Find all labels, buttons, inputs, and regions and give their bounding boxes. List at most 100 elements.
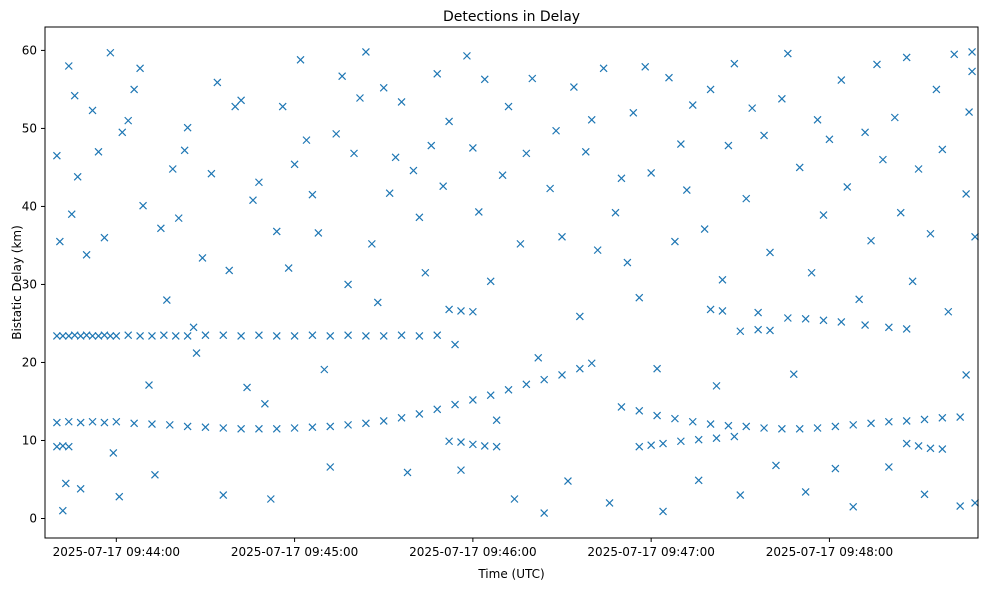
detection-point [165,420,174,429]
detection-point [908,277,917,286]
detection-point [219,331,228,340]
detection-point [914,165,923,173]
detection-point [801,488,810,496]
detection-point [344,420,353,429]
detection-point [192,349,201,358]
detection-point [58,332,67,340]
detection-point [136,332,145,340]
detection-point [510,495,519,503]
detection-point [52,332,61,340]
detection-point [100,233,109,242]
detection-point [498,171,507,180]
detection-point [124,116,133,125]
detection-point [168,165,177,173]
detection-point [730,59,739,68]
detection-point [171,332,180,340]
detection-point [88,332,97,340]
detection-point [180,146,189,155]
detection-point [183,422,192,431]
detection-point [938,445,947,453]
detection-point [813,424,822,432]
detection-point [971,232,979,241]
detection-point [486,277,495,286]
detection-point [760,131,768,140]
detection-point [55,237,64,246]
detection-point [397,413,406,422]
detection-point [486,391,495,400]
detection-point [237,332,246,340]
detection-point [546,184,555,193]
detection-point [156,224,165,233]
y-tick-label: 40 [22,199,37,213]
detection-point [766,248,774,257]
detection-point [736,327,745,336]
detection-point [70,91,79,100]
detection-point [653,411,662,420]
detection-point [183,332,192,340]
y-tick-label: 20 [22,355,37,369]
detection-point [754,308,763,317]
detection-point [302,136,311,145]
detection-point [73,172,82,181]
detection-point [861,321,870,329]
detection-point [338,72,347,81]
detection-point [350,149,358,158]
detection-point [569,83,578,91]
detection-point [724,421,733,430]
detection-point [76,418,85,427]
detection-point [884,323,893,332]
detection-point [777,94,786,103]
detection-point [593,246,602,255]
detection-point [825,135,834,144]
detection-point [468,440,477,449]
y-tick-label: 30 [22,277,37,291]
detection-point [367,239,376,248]
detection-point [451,340,459,349]
detection-point [896,208,905,217]
detection-point [403,468,412,477]
detection-point [427,141,436,150]
x-tick-label: 2025-07-17 09:47:00 [587,545,714,559]
detection-point [415,332,424,340]
detection-point [492,442,501,451]
detection-point [647,168,656,177]
detection-point [421,268,430,277]
detection-point [231,102,240,111]
detection-point [145,381,153,390]
detection-point [112,417,121,426]
detection-point [451,400,459,409]
detection-point [522,149,531,158]
detection-point [528,74,537,83]
detection-point [100,418,109,427]
detection-point [415,213,424,222]
detection-point [468,143,477,152]
detection-point [255,178,263,187]
detection-point [807,268,816,277]
detection-point [480,75,489,84]
detection-point [151,470,159,479]
detection-point [344,280,353,289]
detection-point [504,102,513,111]
detection-point [890,113,899,122]
detection-point [813,115,822,124]
detection-point [445,117,454,126]
detection-point [837,76,846,84]
detection-point [397,331,406,340]
detection-point [968,48,976,56]
detection-point [463,51,471,60]
detection-point [718,307,727,315]
x-tick-label: 2025-07-17 09:46:00 [409,545,536,559]
detection-point [956,413,965,422]
detection-point [938,413,947,422]
detection-point [718,275,727,284]
detection-point [783,49,792,58]
detection-point [831,422,840,431]
detection-point [52,151,61,160]
detection-point [641,62,650,71]
detection-point [189,323,198,332]
detection-point [736,491,745,500]
detection-point [308,190,317,199]
detection-point [623,258,632,267]
y-axis-ticks: 0 10 20 30 40 50 60 [22,43,45,525]
